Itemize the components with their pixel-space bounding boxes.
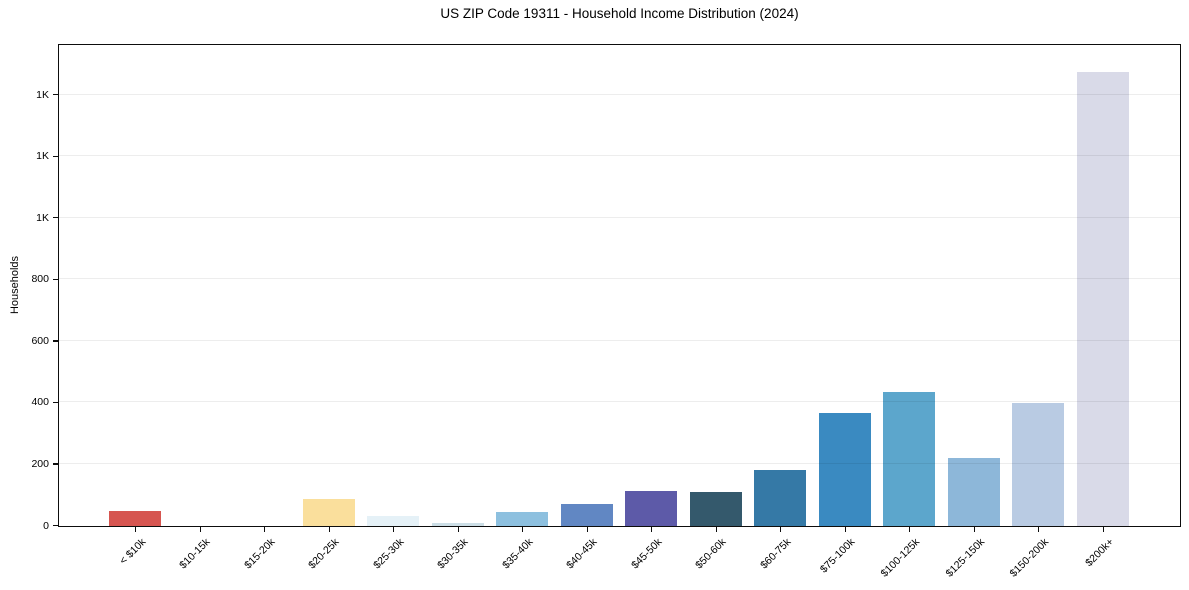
x-tick-mark [909, 527, 911, 532]
gridline-800 [59, 278, 1180, 280]
bar-$25-30k [367, 516, 420, 526]
y-tick-label: 1K [36, 150, 49, 163]
x-tick-label: $50-60k [693, 536, 729, 572]
y-tick-mark [53, 524, 58, 527]
y-tick-label: 600 [31, 334, 49, 347]
x-tick-label: $75-100k [818, 536, 858, 576]
bar-$150-200k [1012, 402, 1065, 526]
gridline-600 [59, 339, 1180, 341]
bar-< $10k [109, 510, 162, 526]
bar-$45-50k [625, 490, 678, 526]
x-tick-mark [264, 527, 266, 532]
x-tick-label: $25-30k [370, 536, 407, 572]
x-tick-label: $100-125k [878, 536, 923, 580]
x-tick-label: $10-15k [177, 536, 213, 572]
x-tick-label: $60-75k [757, 536, 794, 572]
y-axis-label: Households [9, 255, 21, 315]
x-tick-mark [715, 527, 717, 532]
plot-area [58, 44, 1181, 527]
bar-$35-40k [496, 512, 549, 526]
y-tick-mark [53, 217, 58, 219]
x-tick-label: $15-20k [241, 536, 278, 572]
y-tick-label: 1K [36, 88, 49, 101]
bar-$30-35k [431, 522, 484, 526]
x-tick-label: < $10k [117, 536, 149, 567]
x-tick-mark [522, 527, 524, 532]
bar-$50-60k [689, 491, 742, 526]
x-tick-mark [651, 527, 653, 532]
x-tick-mark [844, 527, 846, 532]
x-tick-mark [457, 527, 459, 532]
bar-$200k+ [1076, 72, 1129, 526]
bar-$100-125k [883, 392, 936, 526]
x-tick-label: $150-200k [1007, 536, 1052, 580]
x-tick-label: $35-40k [499, 536, 536, 572]
x-tick-label: $40-45k [564, 536, 600, 572]
x-tick-mark [973, 527, 975, 532]
x-tick-mark [135, 527, 137, 532]
bar-$75-100k [818, 412, 871, 526]
gridline-1000 [59, 216, 1180, 218]
y-tick-label: 0 [43, 519, 49, 532]
y-tick-label: 400 [31, 396, 49, 409]
gridline-1200 [59, 155, 1180, 157]
gridline-400 [59, 401, 1180, 403]
x-tick-mark [199, 527, 201, 532]
bar-$60-75k [754, 470, 807, 526]
bar-$20-25k [302, 498, 355, 526]
x-tick-label: $125-150k [943, 536, 987, 580]
y-tick-mark [53, 94, 58, 96]
y-tick-mark [53, 401, 58, 404]
chart-title: US ZIP Code 19311 - Household Income Dis… [440, 6, 799, 21]
y-tick-label: 800 [31, 273, 49, 286]
x-tick-mark [780, 527, 782, 532]
y-tick-label: 1K [36, 211, 49, 224]
bar-$40-45k [560, 504, 613, 526]
gridline-200 [59, 462, 1180, 464]
x-tick-label: $45-50k [628, 536, 665, 572]
x-tick-mark [393, 527, 395, 532]
y-tick-label: 200 [31, 457, 49, 470]
bar-$125-150k [947, 458, 1000, 526]
y-tick-mark [53, 463, 58, 465]
x-tick-mark [1102, 527, 1104, 532]
x-tick-label: $30-35k [435, 536, 471, 572]
gridline-1400 [59, 93, 1180, 95]
x-tick-mark [586, 527, 588, 532]
x-tick-label: $200k+ [1082, 536, 1116, 570]
x-tick-label: $20-25k [306, 536, 342, 572]
y-tick-mark [53, 155, 58, 157]
x-tick-mark [328, 527, 330, 532]
y-tick-mark [53, 340, 58, 342]
y-tick-mark [53, 278, 58, 280]
x-tick-mark [1038, 527, 1040, 532]
